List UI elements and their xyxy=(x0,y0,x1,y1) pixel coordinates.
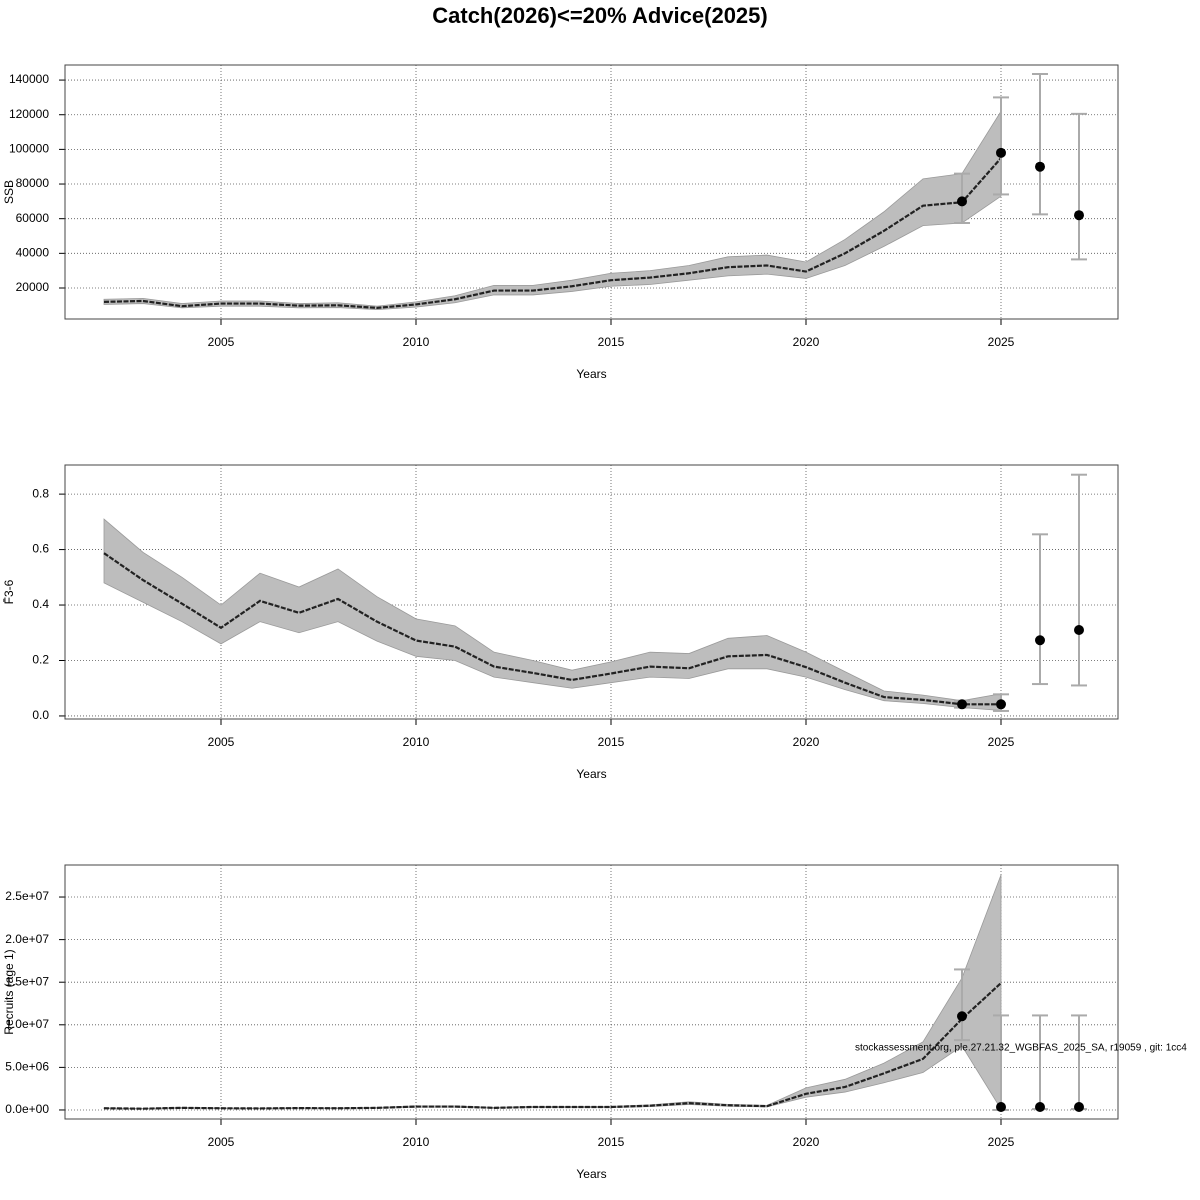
point xyxy=(957,1011,967,1022)
y-tick-label: 0.0 xyxy=(32,708,49,722)
y-axis-label: Recruits (age 1) xyxy=(2,949,16,1034)
x-tick-label: 2005 xyxy=(208,735,235,749)
x-tick-label: 2015 xyxy=(598,735,625,749)
x-tick-label: 2025 xyxy=(988,1135,1015,1149)
point xyxy=(1074,210,1084,221)
x-axis-label: Years xyxy=(576,767,606,781)
x-tick-label: 2025 xyxy=(988,335,1015,349)
y-axis-label: SSB xyxy=(2,180,16,204)
y-tick-label: 80000 xyxy=(16,176,50,190)
y-tick-label: 1.5e+07 xyxy=(5,974,49,988)
point xyxy=(1074,624,1084,635)
x-axis-label: Years xyxy=(576,367,606,381)
x-tick-label: 2010 xyxy=(403,1135,430,1149)
x-tick-label: 2005 xyxy=(208,335,235,349)
x-tick-label: 2010 xyxy=(403,335,430,349)
y-tick-label: 140000 xyxy=(9,72,49,86)
y-tick-label: 1.0e+07 xyxy=(5,1017,49,1031)
y-axis-label: F̄3-6 xyxy=(2,579,16,604)
chart-title: Catch(2026)<=20% Advice(2025) xyxy=(432,3,767,28)
estimate-line xyxy=(103,552,1001,706)
y-tick-label: 20000 xyxy=(16,280,50,294)
plot-frame xyxy=(64,64,1119,320)
y-tick-label: 0.8 xyxy=(32,486,49,500)
x-tick-label: 2015 xyxy=(598,335,625,349)
plot-frame xyxy=(64,464,1119,720)
x-tick-label: 2020 xyxy=(793,735,820,749)
point xyxy=(957,196,967,207)
confidence-band xyxy=(103,874,1002,1111)
x-tick-label: 2020 xyxy=(793,335,820,349)
point xyxy=(996,1101,1006,1112)
y-tick-label: 0.2 xyxy=(32,653,49,667)
y-tick-label: 100000 xyxy=(9,142,49,156)
x-tick-label: 2015 xyxy=(598,1135,625,1149)
y-tick-label: 0.4 xyxy=(32,597,49,611)
point xyxy=(1035,635,1045,646)
y-tick-label: 40000 xyxy=(16,246,50,260)
plot-frame xyxy=(64,864,1119,1120)
point xyxy=(1035,161,1045,172)
point xyxy=(1074,1101,1084,1112)
point xyxy=(996,147,1006,158)
y-tick-label: 60000 xyxy=(16,211,50,225)
point xyxy=(957,699,967,710)
x-axis-label: Years xyxy=(576,1167,606,1181)
annotation: stockassessment.org, ple.27.21.32_WGBFAS… xyxy=(855,1043,1187,1054)
y-tick-label: 2.0e+07 xyxy=(5,932,49,946)
y-tick-label: 5.0e+06 xyxy=(5,1060,49,1074)
estimate-line xyxy=(103,157,1002,310)
x-tick-label: 2005 xyxy=(208,1135,235,1149)
point xyxy=(996,699,1006,710)
estimate-line xyxy=(103,982,1002,1110)
y-tick-label: 0.6 xyxy=(32,542,49,556)
y-tick-label: 0.0e+00 xyxy=(5,1102,49,1116)
point xyxy=(1035,1101,1045,1112)
confidence-band xyxy=(103,109,1002,311)
x-tick-label: 2020 xyxy=(793,1135,820,1149)
y-tick-label: 2.5e+07 xyxy=(5,889,49,903)
y-tick-label: 120000 xyxy=(9,107,49,121)
x-tick-label: 2025 xyxy=(988,735,1015,749)
x-tick-label: 2010 xyxy=(403,735,430,749)
